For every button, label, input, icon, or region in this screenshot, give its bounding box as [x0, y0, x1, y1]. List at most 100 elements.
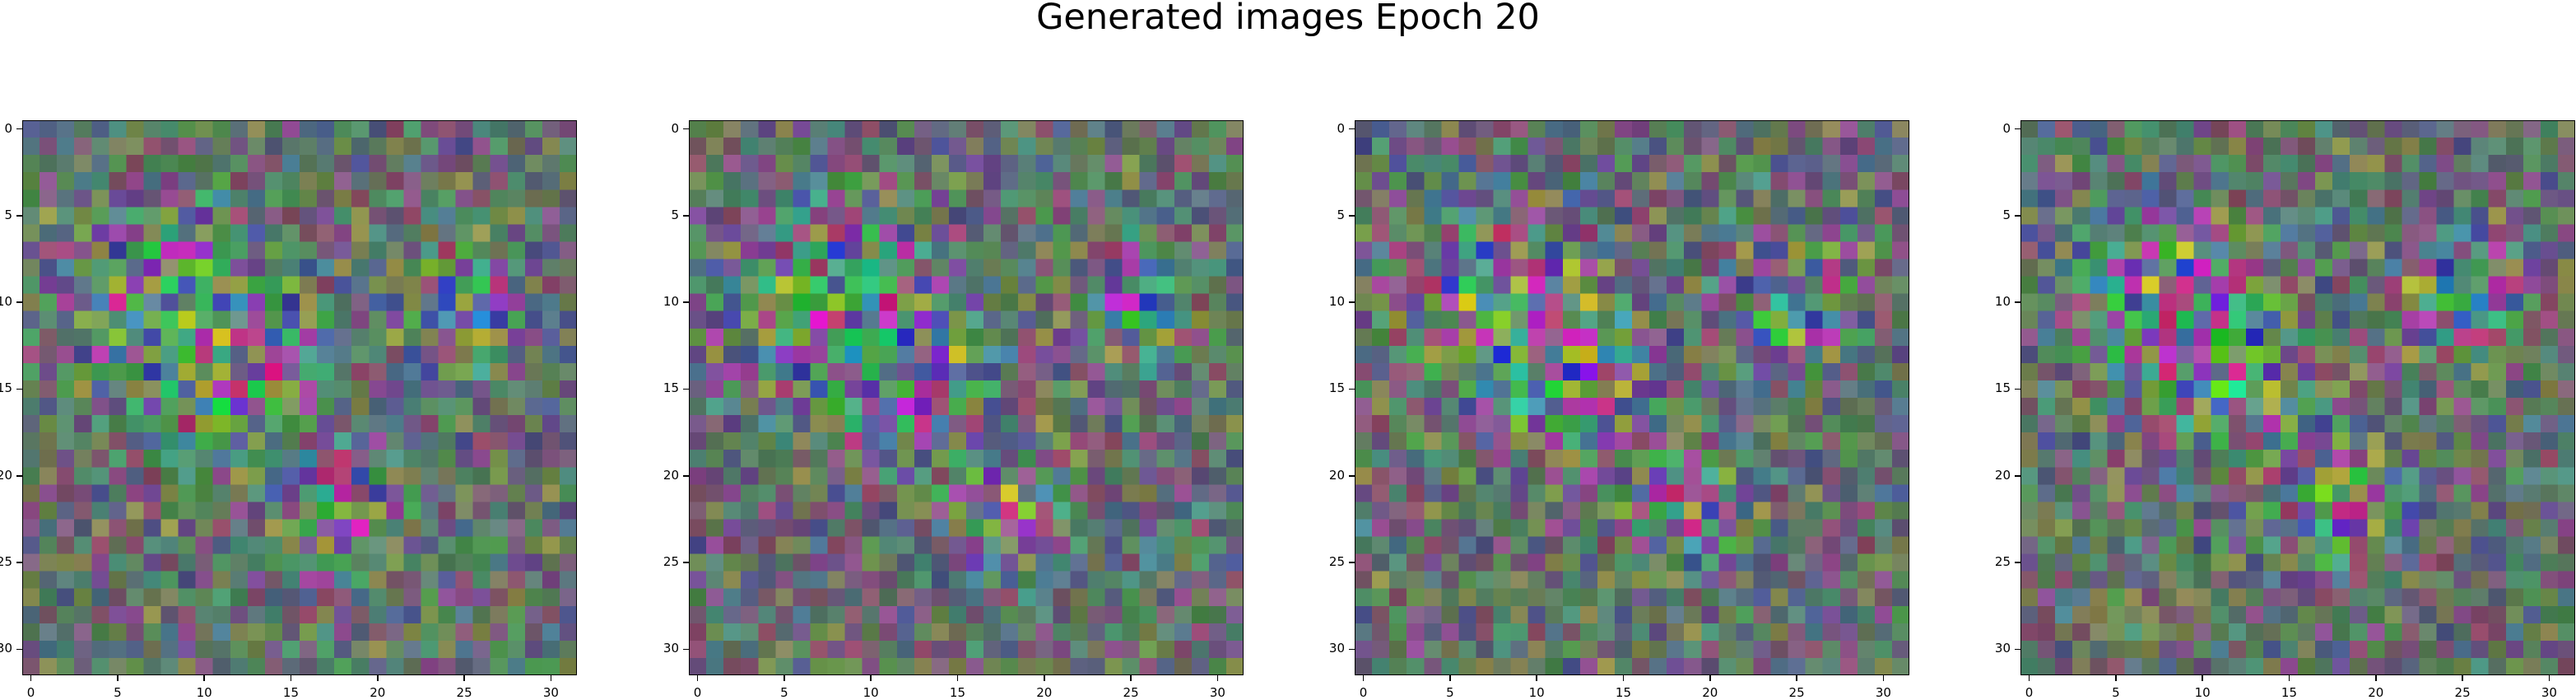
y-tick-label: 5	[2002, 207, 2011, 222]
y-tick-label: 30	[0, 641, 12, 656]
figure-title: Generated images Epoch 20	[1036, 0, 1540, 38]
y-tick-label: 5	[671, 207, 679, 222]
x-tick-mark	[2462, 675, 2463, 681]
y-tick-label: 30	[1328, 641, 1345, 656]
x-tick-mark	[1709, 675, 1711, 681]
x-tick-mark	[550, 675, 552, 681]
y-tick-mark	[1349, 215, 1355, 217]
y-tick-mark	[16, 648, 22, 651]
x-tick-mark	[1449, 675, 1451, 681]
x-tick-label: 5	[1446, 685, 1454, 700]
x-tick-label: 0	[1359, 685, 1368, 700]
y-tick-mark	[2015, 475, 2020, 477]
y-tick-label: 25	[1994, 554, 2011, 570]
y-tick-label: 30	[663, 641, 679, 656]
y-tick-label: 10	[663, 294, 679, 310]
x-tick-label: 25	[1788, 685, 1805, 700]
y-tick-label: 20	[0, 467, 12, 483]
x-tick-mark	[2548, 675, 2550, 681]
x-tick-mark	[1216, 675, 1219, 681]
x-tick-label: 0	[2025, 685, 2034, 700]
y-tick-mark	[1349, 562, 1355, 563]
generated-image-panel-3: 0 5 10 15 20 25 30 0 5 10 15 20 25 30	[1329, 120, 1909, 700]
y-tick-label: 15	[1994, 380, 2011, 396]
y-tick-label: 20	[663, 467, 679, 483]
x-tick-mark	[463, 675, 465, 681]
y-tick-mark	[1349, 128, 1355, 130]
x-tick-mark	[2028, 675, 2030, 681]
x-tick-label: 10	[196, 685, 212, 700]
x-tick-mark	[203, 675, 205, 681]
x-tick-label: 15	[282, 685, 300, 700]
x-tick-label: 20	[2368, 685, 2384, 700]
y-tick-mark	[1349, 475, 1355, 477]
y-tick-label: 15	[663, 380, 679, 396]
x-tick-mark	[1796, 675, 1797, 681]
y-tick-label: 15	[0, 380, 12, 396]
y-tick-label: 20	[1994, 467, 2011, 483]
y-tick-label: 25	[0, 554, 12, 570]
x-tick-label: 0	[26, 685, 35, 700]
y-tick-mark	[16, 388, 22, 390]
generated-image-panel-4: 0 5 10 15 20 25 30 0 5 10 15 20 25 30	[1995, 120, 2575, 700]
y-tick-mark	[2015, 128, 2020, 130]
x-tick-mark	[1362, 675, 1365, 681]
y-tick-mark	[683, 215, 689, 217]
generated-image-2	[689, 120, 1244, 675]
x-tick-mark	[956, 675, 959, 681]
y-tick-mark	[16, 562, 22, 563]
y-tick-mark	[2015, 301, 2020, 303]
x-tick-label: 20	[370, 685, 386, 700]
y-tick-mark	[2015, 648, 2020, 651]
x-tick-label: 25	[456, 685, 472, 700]
y-tick-label: 0	[671, 120, 679, 136]
y-tick-mark	[2015, 562, 2020, 563]
x-tick-label: 15	[949, 685, 966, 700]
x-tick-label: 15	[1615, 685, 1632, 700]
x-tick-mark	[2375, 675, 2377, 681]
x-tick-mark	[870, 675, 872, 681]
y-tick-label: 30	[1994, 641, 2011, 656]
y-tick-mark	[1349, 388, 1355, 390]
x-tick-mark	[783, 675, 785, 681]
x-tick-label: 30	[2541, 685, 2557, 700]
generated-image-3	[1355, 120, 1909, 675]
y-tick-label: 25	[663, 554, 679, 570]
generated-image-4	[2020, 120, 2575, 675]
x-tick-label: 0	[693, 685, 702, 700]
x-tick-label: 10	[2194, 685, 2211, 700]
y-tick-mark	[683, 301, 689, 303]
x-tick-mark	[1536, 675, 1537, 681]
y-tick-mark	[16, 475, 22, 477]
x-tick-label: 25	[1123, 685, 1139, 700]
generated-image-1	[22, 120, 577, 675]
y-tick-mark	[2015, 215, 2020, 217]
x-tick-mark	[117, 675, 119, 681]
x-tick-label: 10	[863, 685, 879, 700]
x-tick-mark	[1622, 675, 1625, 681]
x-tick-mark	[290, 675, 292, 681]
generated-image-panel-1: 0 5 10 15 20 25 30 0 5 10 15 20 25 30	[0, 120, 577, 700]
y-tick-mark	[683, 128, 689, 130]
x-tick-label: 30	[1209, 685, 1225, 700]
y-tick-mark	[16, 215, 22, 217]
x-tick-mark	[1044, 675, 1045, 681]
y-tick-label: 10	[1328, 294, 1345, 310]
y-tick-mark	[683, 648, 689, 651]
x-tick-mark	[1130, 675, 1132, 681]
x-tick-mark	[1882, 675, 1885, 681]
x-tick-mark	[696, 675, 699, 681]
y-tick-mark	[683, 562, 689, 563]
y-tick-mark	[1349, 648, 1355, 651]
y-tick-label: 25	[1328, 554, 1345, 570]
y-tick-mark	[16, 128, 22, 130]
x-tick-mark	[30, 675, 32, 681]
x-tick-mark	[2115, 675, 2117, 681]
x-tick-label: 20	[1036, 685, 1053, 700]
y-tick-label: 0	[1337, 120, 1345, 136]
y-tick-mark	[16, 301, 22, 303]
x-tick-label: 30	[542, 685, 559, 700]
y-tick-label: 10	[1994, 294, 2011, 310]
y-tick-label: 20	[1328, 467, 1345, 483]
x-tick-mark	[2288, 675, 2290, 681]
